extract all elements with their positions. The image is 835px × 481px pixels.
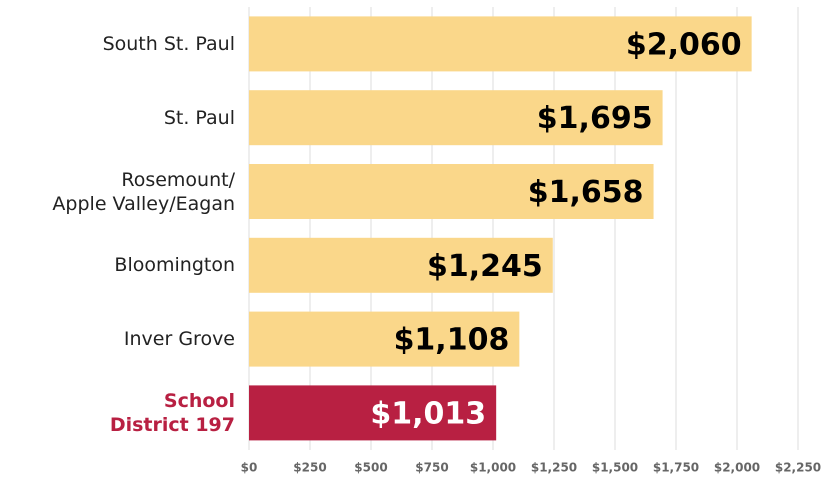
category-label: School District 197 (109, 389, 235, 436)
category-label: Rosemount/ Apple Valley/Eagan (52, 168, 235, 215)
category-label: South St. Paul (102, 32, 235, 55)
x-tick-label: $500 (354, 461, 387, 475)
x-tick-label: $750 (415, 461, 448, 475)
x-tick-label: $1,250 (531, 461, 577, 475)
value-label: $1,245 (427, 249, 543, 284)
value-label: $2,060 (626, 27, 742, 62)
bar (249, 385, 497, 441)
bar (249, 16, 752, 72)
x-tick-label: $1,500 (592, 461, 638, 475)
x-tick-label: $1,000 (470, 461, 516, 475)
bar (249, 164, 654, 219)
value-label: $1,108 (394, 323, 510, 358)
category-label: Inver Grove (123, 328, 235, 351)
x-tick-label: $0 (241, 461, 258, 475)
category-label: Bloomington (114, 254, 235, 277)
value-label: $1,658 (528, 175, 644, 210)
x-tick-label: $1,750 (653, 461, 699, 475)
x-tick-label: $250 (293, 461, 326, 475)
category-label: St. Paul (163, 106, 235, 129)
value-label: $1,013 (370, 396, 486, 431)
bar (249, 237, 553, 293)
x-tick-label: $2,000 (714, 461, 760, 475)
value-label: $1,695 (537, 101, 653, 136)
bar (249, 90, 663, 146)
bar (249, 311, 520, 367)
x-tick-label: $2,250 (775, 461, 821, 475)
